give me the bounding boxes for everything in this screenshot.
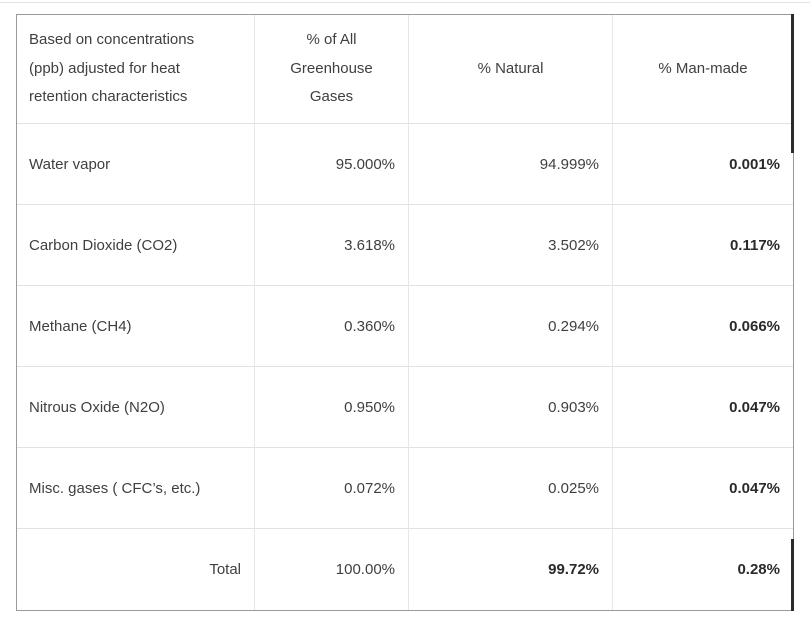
cell-water-vapor-pct-all: 95.000% bbox=[255, 124, 409, 205]
total-row-label: Total bbox=[17, 529, 255, 610]
table-right-edge-dark-bottom bbox=[791, 539, 794, 611]
row-label-methane: Methane (CH4) bbox=[17, 286, 255, 367]
cell-nitrous-oxide-pct-natural: 0.903% bbox=[409, 367, 613, 448]
cell-nitrous-oxide-pct-manmade: 0.047% bbox=[613, 367, 793, 448]
cell-misc-gases-pct-manmade: 0.047% bbox=[613, 448, 793, 529]
row-label-carbon-dioxide: Carbon Dioxide (CO2) bbox=[17, 205, 255, 286]
row-label-misc-gases: Misc. gases ( CFC’s, etc.) bbox=[17, 448, 255, 529]
table-right-edge-dark-top bbox=[791, 14, 794, 153]
header-cell-pct-all-ghg: % of All Greenhouse Gases bbox=[255, 15, 409, 124]
cell-carbon-dioxide-pct-manmade: 0.117% bbox=[613, 205, 793, 286]
cell-misc-gases-pct-natural: 0.025% bbox=[409, 448, 613, 529]
cell-total-pct-manmade: 0.28% bbox=[613, 529, 793, 610]
cell-nitrous-oxide-pct-all: 0.950% bbox=[255, 367, 409, 448]
row-label-water-vapor: Water vapor bbox=[17, 124, 255, 205]
cell-methane-pct-all: 0.360% bbox=[255, 286, 409, 367]
cell-water-vapor-pct-natural: 94.999% bbox=[409, 124, 613, 205]
cell-total-pct-natural: 99.72% bbox=[409, 529, 613, 610]
cell-methane-pct-manmade: 0.066% bbox=[613, 286, 793, 367]
header-cell-pct-manmade: % Man-made bbox=[613, 15, 793, 124]
header-cell-concentrations: Based on concentrations (ppb) adjusted f… bbox=[17, 15, 255, 124]
cell-water-vapor-pct-manmade: 0.001% bbox=[613, 124, 793, 205]
cell-misc-gases-pct-all: 0.072% bbox=[255, 448, 409, 529]
header-cell-pct-natural: % Natural bbox=[409, 15, 613, 124]
cell-total-pct-all: 100.00% bbox=[255, 529, 409, 610]
row-label-nitrous-oxide: Nitrous Oxide (N2O) bbox=[17, 367, 255, 448]
cell-methane-pct-natural: 0.294% bbox=[409, 286, 613, 367]
greenhouse-gas-table: Based on concentrations (ppb) adjusted f… bbox=[16, 14, 794, 611]
cell-carbon-dioxide-pct-natural: 3.502% bbox=[409, 205, 613, 286]
page-top-divider bbox=[0, 2, 810, 3]
cell-carbon-dioxide-pct-all: 3.618% bbox=[255, 205, 409, 286]
